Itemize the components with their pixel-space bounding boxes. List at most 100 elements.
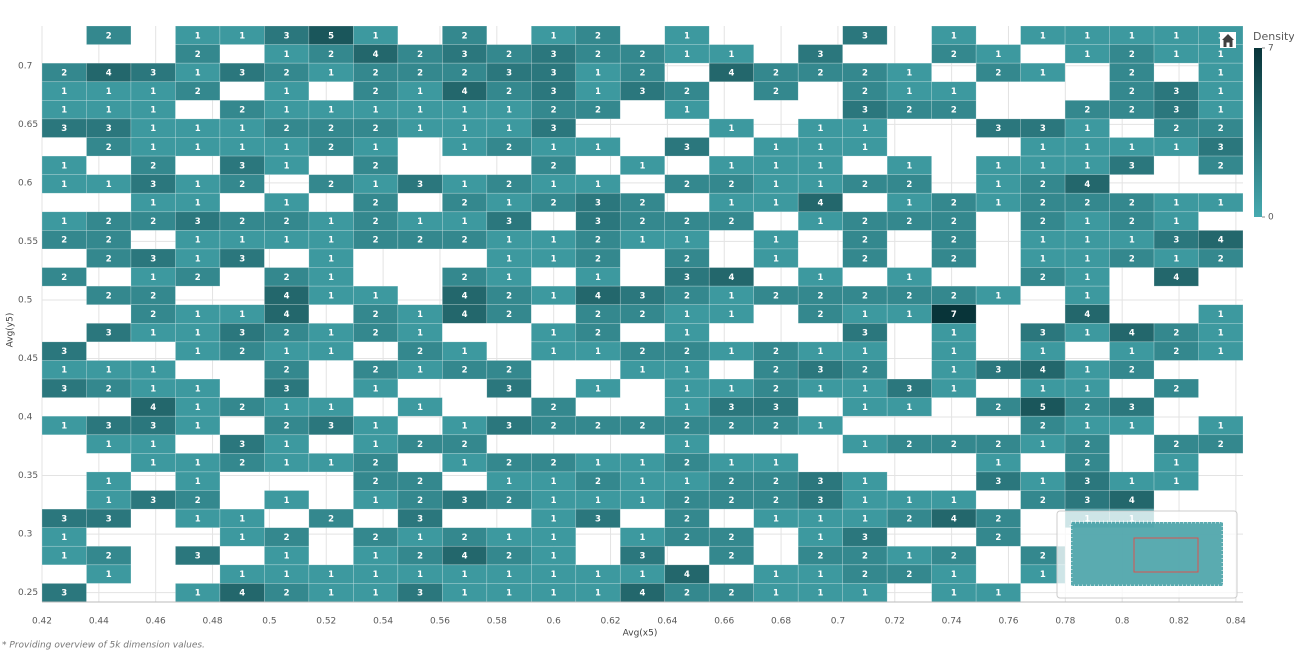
cell-label: 1 xyxy=(773,161,779,171)
cell-label: 2 xyxy=(1129,87,1135,97)
cell-label: 1 xyxy=(1040,347,1046,357)
cell-label: 1 xyxy=(1084,217,1090,227)
cell-label: 2 xyxy=(284,273,290,283)
cell-label: 7 xyxy=(951,310,957,320)
cell-label: 1 xyxy=(373,421,379,431)
cell-label: 1 xyxy=(951,589,957,599)
legend-tick-label: 7 xyxy=(1268,44,1274,54)
cell-label: 2 xyxy=(684,180,690,190)
cell-label: 1 xyxy=(817,124,823,134)
cell-label: 2 xyxy=(462,440,468,450)
cell-label: 3 xyxy=(1084,496,1090,506)
cell-label: 1 xyxy=(906,403,912,413)
cell-label: 1 xyxy=(1218,347,1224,357)
cell-label: 1 xyxy=(417,403,423,413)
cell-label: 2 xyxy=(417,236,423,246)
heatmap-cell xyxy=(1153,192,1199,213)
cell-label: 1 xyxy=(284,87,290,97)
cell-label: 1 xyxy=(417,106,423,116)
cell-label: 2 xyxy=(862,366,868,376)
mini-map[interactable] xyxy=(1056,510,1238,599)
cell-label: 1 xyxy=(150,273,156,283)
cell-label: 3 xyxy=(150,254,156,264)
heatmap-cell xyxy=(842,248,888,268)
cell-label: 1 xyxy=(640,477,646,487)
cell-label: 2 xyxy=(951,106,957,116)
cell-label: 1 xyxy=(195,347,201,357)
cell-label: 1 xyxy=(817,143,823,153)
x-tick-label: 0.58 xyxy=(487,617,507,627)
cell-label: 4 xyxy=(640,589,646,599)
heatmap-cell xyxy=(708,118,755,138)
cell-label: 1 xyxy=(328,254,334,264)
cell-label: 1 xyxy=(417,366,423,376)
cell-label: 1 xyxy=(595,143,601,153)
cell-label: 2 xyxy=(906,440,912,450)
cell-label: 1 xyxy=(462,421,468,431)
cell-label: 2 xyxy=(729,421,735,431)
cell-label: 2 xyxy=(729,180,735,190)
x-tick-label: 0.46 xyxy=(146,617,166,627)
heatmap-cell xyxy=(886,397,932,417)
cell-label: 1 xyxy=(284,403,290,413)
cell-label: 1 xyxy=(195,236,201,246)
cell-label: 1 xyxy=(817,180,823,190)
heatmap-cell xyxy=(931,564,977,584)
cell-label: 2 xyxy=(640,347,646,357)
cell-label: 1 xyxy=(1173,50,1179,60)
heatmap-cell xyxy=(41,100,87,120)
cell-label: 4 xyxy=(1084,310,1090,320)
heatmap-cell xyxy=(1153,137,1199,157)
heatmap-cell xyxy=(486,304,532,324)
cell-label: 1 xyxy=(684,106,690,116)
cell-label: 2 xyxy=(1084,440,1090,450)
cell-label: 2 xyxy=(684,87,690,97)
cell-label: 1 xyxy=(106,440,112,450)
cell-label: 4 xyxy=(817,199,823,209)
cell-label: 4 xyxy=(1173,273,1179,283)
cell-label: 2 xyxy=(862,291,868,301)
heatmap-cell xyxy=(1109,360,1155,380)
cell-label: 1 xyxy=(951,31,957,41)
cell-label: 2 xyxy=(1129,50,1135,60)
cell-label: 1 xyxy=(773,143,779,153)
x-tick-label: 0.74 xyxy=(942,617,962,627)
x-tick-label: 0.42 xyxy=(32,617,52,627)
cell-label: 2 xyxy=(773,68,779,78)
cell-label: 1 xyxy=(640,570,646,580)
cell-label: 1 xyxy=(817,421,823,431)
y-tick-label: 0.45 xyxy=(18,354,38,364)
cell-label: 3 xyxy=(106,514,112,524)
cell-label: 2 xyxy=(506,310,512,320)
cell-label: 3 xyxy=(862,329,868,339)
heatmap-cell xyxy=(1153,25,1199,45)
cell-label: 1 xyxy=(195,421,201,431)
cell-label: 2 xyxy=(1084,199,1090,209)
cell-label: 2 xyxy=(61,68,67,78)
cell-label: 1 xyxy=(1173,143,1179,153)
heatmap-cell xyxy=(41,545,87,566)
cell-label: 1 xyxy=(1084,273,1090,283)
cell-label: 1 xyxy=(284,570,290,580)
cell-label: 3 xyxy=(106,421,112,431)
cell-label: 3 xyxy=(462,50,468,60)
cell-label: 1 xyxy=(1129,477,1135,487)
cell-label: 2 xyxy=(462,68,468,78)
cell-label: 1 xyxy=(862,514,868,524)
cell-label: 2 xyxy=(1040,273,1046,283)
cell-label: 1 xyxy=(1040,477,1046,487)
cell-label: 2 xyxy=(373,124,379,134)
cell-label: 1 xyxy=(373,440,379,450)
cell-label: 1 xyxy=(684,440,690,450)
cell-label: 2 xyxy=(373,68,379,78)
cell-label: 3 xyxy=(906,384,912,394)
cell-label: 2 xyxy=(1129,366,1135,376)
cell-label: 1 xyxy=(595,87,601,97)
cell-label: 2 xyxy=(373,329,379,339)
cell-label: 1 xyxy=(373,384,379,394)
cell-label: 2 xyxy=(906,514,912,524)
cell-label: 2 xyxy=(684,533,690,543)
home-button[interactable] xyxy=(1220,32,1236,48)
cell-label: 3 xyxy=(506,68,512,78)
